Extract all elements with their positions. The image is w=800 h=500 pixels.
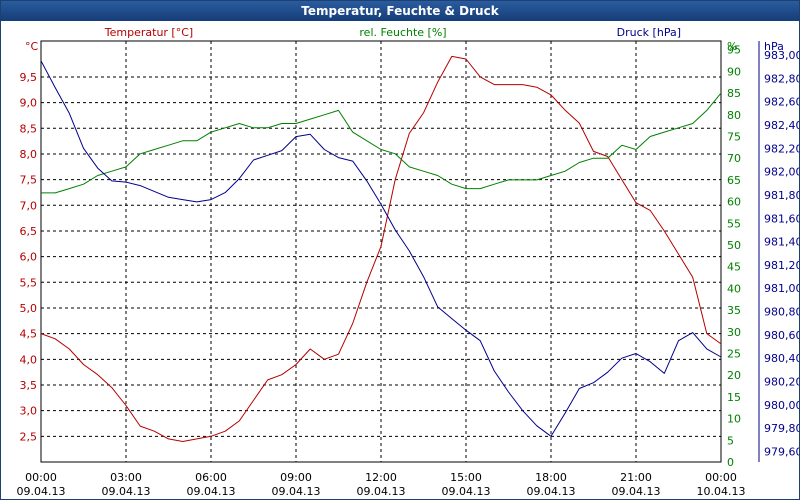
x-tick-time: 12:00 xyxy=(365,471,397,484)
pressure-tick-label: 982,20 xyxy=(764,142,799,155)
humidity-tick-label: 95 xyxy=(727,44,741,57)
series-layer xyxy=(40,55,722,442)
x-tick-time: 15:00 xyxy=(450,471,482,484)
pressure-tick-label: 982,60 xyxy=(764,96,799,109)
humidity-tick-label: 10 xyxy=(727,413,741,426)
humidity-tick-label: 90 xyxy=(727,65,741,78)
pressure-tick-label: 980,20 xyxy=(764,376,799,389)
x-tick-date: 09.04.13 xyxy=(357,485,406,498)
temperature-tick-label: 9,5 xyxy=(20,71,38,84)
pressure-tick-label: 981,20 xyxy=(764,259,799,272)
temperature-tick-label: 6,5 xyxy=(20,225,38,238)
pressure-tick-label: 980,60 xyxy=(764,329,799,342)
pressure-tick-label: 983,00 xyxy=(764,49,799,62)
humidity-tick-label: 40 xyxy=(727,282,741,295)
pressure-unit-label: hPa xyxy=(764,40,784,53)
temperature-tick-label: 8,0 xyxy=(20,148,38,161)
temperature-tick-label: 7,0 xyxy=(20,199,38,212)
pressure-tick-label: 979,80 xyxy=(764,422,799,435)
pressure-tick-label: 981,60 xyxy=(764,212,799,225)
temperature-tick-label: 7,5 xyxy=(20,174,38,187)
temperature-tick-label: 3,5 xyxy=(20,379,38,392)
humidity-unit-label: % xyxy=(727,40,737,53)
pressure-axis-title: Druck [hPa] xyxy=(617,26,681,39)
x-tick-date: 09.04.13 xyxy=(272,485,321,498)
x-tick-time: 03:00 xyxy=(110,471,142,484)
humidity-tick-label: 70 xyxy=(727,152,741,165)
humidity-tick-label: 55 xyxy=(727,217,741,230)
x-tick-time: 18:00 xyxy=(535,471,567,484)
x-tick-time: 21:00 xyxy=(620,471,652,484)
temperature-tick-label: 5,0 xyxy=(20,302,38,315)
grid-layer xyxy=(40,40,760,463)
x-tick-date: 09.04.13 xyxy=(187,485,236,498)
pressure-tick-label: 982,80 xyxy=(764,72,799,85)
pressure-tick-label: 982,40 xyxy=(764,119,799,132)
pressure-tick-label: 981,80 xyxy=(764,189,799,202)
pressure-tick-label: 979,60 xyxy=(764,446,799,459)
humidity-tick-label: 75 xyxy=(727,130,741,143)
pressure-tick-label: 982,00 xyxy=(764,166,799,179)
humidity-tick-label: 80 xyxy=(727,109,741,122)
axis-layer: 00:0009.04.1303:0009.04.1306:0009.04.130… xyxy=(17,26,799,498)
humidity-tick-label: 0 xyxy=(727,456,734,469)
humidity-tick-label: 20 xyxy=(727,369,741,382)
humidity-line xyxy=(41,92,722,194)
pressure-tick-label: 980,40 xyxy=(764,352,799,365)
temperature-line xyxy=(40,55,722,442)
humidity-tick-label: 25 xyxy=(727,347,741,360)
humidity-axis-title: rel. Feuchte [%] xyxy=(359,26,446,39)
humidity-tick-label: 5 xyxy=(727,434,734,447)
x-tick-date: 09.04.13 xyxy=(527,485,576,498)
x-tick-date: 09.04.13 xyxy=(442,485,491,498)
temperature-tick-label: 2,5 xyxy=(20,430,38,443)
humidity-tick-label: 35 xyxy=(727,304,741,317)
pressure-tick-label: 981,40 xyxy=(764,236,799,249)
temperature-tick-label: 8,5 xyxy=(20,122,38,135)
x-tick-time: 00:00 xyxy=(25,471,57,484)
temperature-tick-label: 6,0 xyxy=(20,251,38,264)
pressure-tick-label: 981,00 xyxy=(764,282,799,295)
window-title: Temperatur, Feuchte & Druck xyxy=(1,1,799,21)
humidity-tick-label: 15 xyxy=(727,391,741,404)
x-tick-date: 10.04.13 xyxy=(697,485,746,498)
pressure-tick-label: 980,00 xyxy=(764,399,799,412)
x-tick-date: 09.04.13 xyxy=(612,485,661,498)
humidity-tick-label: 85 xyxy=(727,87,741,100)
humidity-tick-label: 45 xyxy=(727,261,741,274)
temperature-tick-label: 9,0 xyxy=(20,97,38,110)
temperature-tick-label: 5,5 xyxy=(20,276,38,289)
x-tick-time: 06:00 xyxy=(195,471,227,484)
x-tick-time: 00:00 xyxy=(705,471,737,484)
temperature-unit-label: °C xyxy=(25,40,39,53)
pressure-line xyxy=(40,60,722,437)
temperature-tick-label: 4,5 xyxy=(20,328,38,341)
humidity-tick-label: 65 xyxy=(727,174,741,187)
temperature-tick-label: 3,0 xyxy=(20,405,38,418)
x-tick-date: 09.04.13 xyxy=(17,485,66,498)
humidity-tick-label: 60 xyxy=(727,196,741,209)
temperature-tick-label: 4,0 xyxy=(20,353,38,366)
humidity-tick-label: 30 xyxy=(727,326,741,339)
x-tick-date: 09.04.13 xyxy=(102,485,151,498)
x-tick-time: 09:00 xyxy=(280,471,312,484)
pressure-tick-label: 980,80 xyxy=(764,306,799,319)
humidity-tick-label: 50 xyxy=(727,239,741,252)
temperature-axis-title: Temperatur [°C] xyxy=(104,26,193,39)
